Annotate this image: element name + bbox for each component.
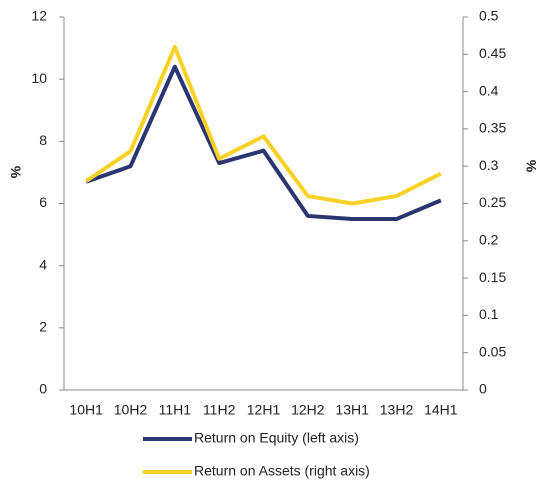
series-line	[85, 64, 442, 222]
x-tick-label: 14H1	[424, 402, 458, 418]
y-axis-label: %	[8, 165, 24, 178]
y-tick-label: 6	[39, 194, 47, 210]
x-tick-label: 11H1	[159, 402, 192, 418]
x-tick-label: 10H2	[114, 402, 148, 418]
y-tick-label: 8	[39, 132, 47, 148]
x-tick-label: 12H2	[291, 402, 325, 418]
y-tick-label: 2	[39, 319, 47, 335]
y2-tick-label: 0	[479, 381, 487, 397]
y2-axis-label: %	[523, 160, 538, 173]
y2-tick-label: 0.05	[479, 343, 506, 359]
y2-tick-label: 0.3	[479, 157, 499, 173]
y2-tick-label: 0.45	[479, 45, 506, 61]
y-tick-label: 4	[39, 256, 47, 272]
x-tick-label: 13H1	[335, 402, 369, 418]
x-tick-label: 11H2	[203, 402, 236, 418]
series-line	[85, 44, 442, 206]
y2-tick-label: 0.5	[479, 8, 499, 24]
y-tick-label: 12	[31, 8, 47, 24]
y2-tick-label: 0.35	[479, 120, 506, 136]
y2-tick-label: 0.1	[479, 306, 499, 322]
legend-label: Return on Assets (right axis)	[194, 463, 370, 479]
y2-tick-label: 0.2	[479, 232, 499, 248]
y2-tick-label: 0.25	[479, 194, 506, 210]
legend-label: Return on Equity (left axis)	[194, 430, 359, 446]
x-tick-label: 13H2	[380, 402, 414, 418]
y2-tick-label: 0.15	[479, 269, 506, 285]
y2-tick-label: 0.4	[479, 82, 499, 98]
y-tick-label: 0	[39, 381, 47, 397]
x-tick-label: 10H1	[69, 402, 103, 418]
x-tick-label: 12H1	[247, 402, 281, 418]
y-tick-label: 10	[31, 70, 47, 86]
